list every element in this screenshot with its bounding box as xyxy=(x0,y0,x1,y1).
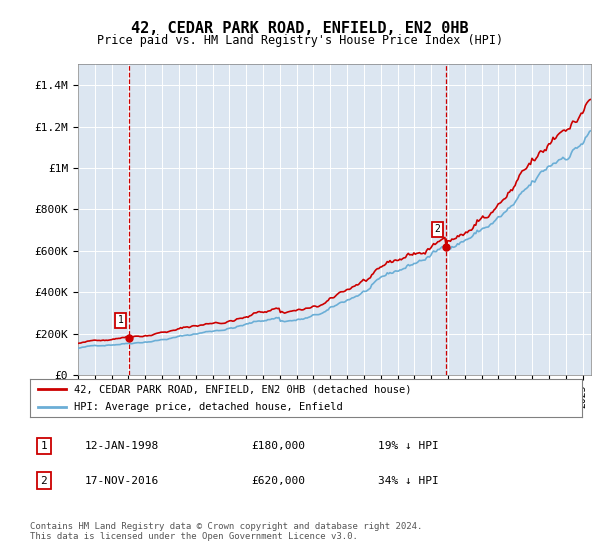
Text: Price paid vs. HM Land Registry's House Price Index (HPI): Price paid vs. HM Land Registry's House … xyxy=(97,34,503,46)
Text: 12-JAN-1998: 12-JAN-1998 xyxy=(85,441,160,451)
Text: 1: 1 xyxy=(40,441,47,451)
Text: 42, CEDAR PARK ROAD, ENFIELD, EN2 0HB: 42, CEDAR PARK ROAD, ENFIELD, EN2 0HB xyxy=(131,21,469,36)
Text: HPI: Average price, detached house, Enfield: HPI: Average price, detached house, Enfi… xyxy=(74,402,343,412)
Text: 2: 2 xyxy=(40,476,47,486)
Text: Contains HM Land Registry data © Crown copyright and database right 2024.
This d: Contains HM Land Registry data © Crown c… xyxy=(30,522,422,542)
Text: 42, CEDAR PARK ROAD, ENFIELD, EN2 0HB (detached house): 42, CEDAR PARK ROAD, ENFIELD, EN2 0HB (d… xyxy=(74,384,412,394)
Text: 19% ↓ HPI: 19% ↓ HPI xyxy=(378,441,439,451)
Text: £180,000: £180,000 xyxy=(251,441,305,451)
Text: £620,000: £620,000 xyxy=(251,476,305,486)
Text: 34% ↓ HPI: 34% ↓ HPI xyxy=(378,476,439,486)
Text: 2: 2 xyxy=(434,224,440,234)
Text: 17-NOV-2016: 17-NOV-2016 xyxy=(85,476,160,486)
Text: 1: 1 xyxy=(118,315,124,325)
